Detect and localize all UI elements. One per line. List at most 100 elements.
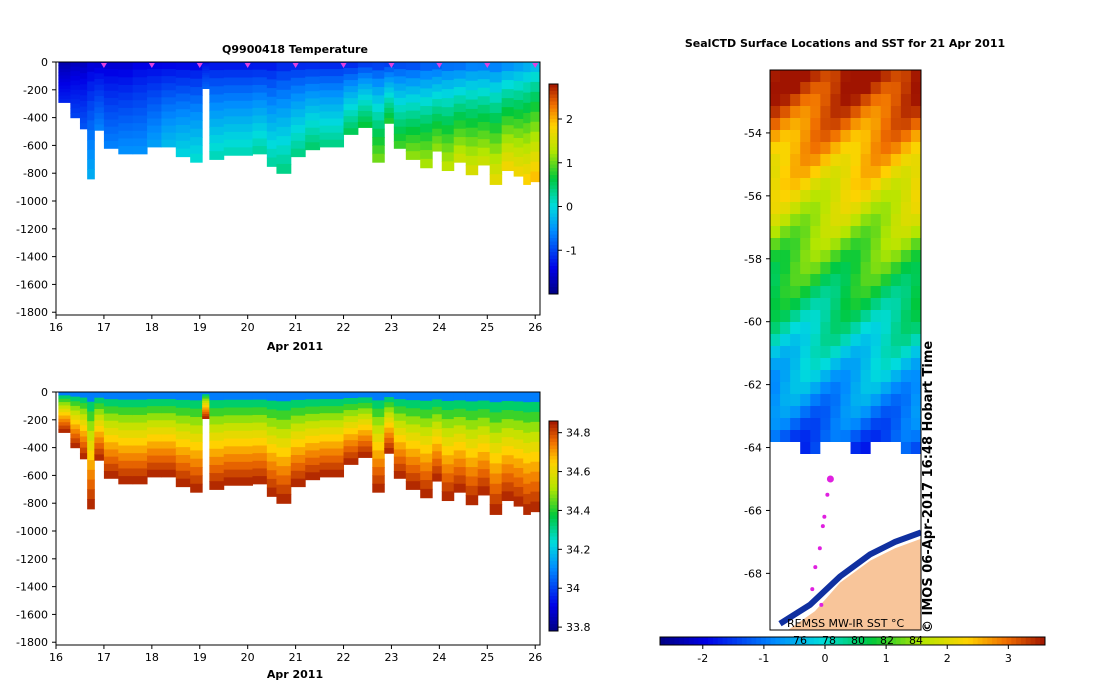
sst-cell [820, 298, 831, 311]
salinity-cell [384, 432, 395, 439]
ice-cell [790, 502, 801, 515]
sst-cell [890, 298, 902, 311]
sst-cell [910, 346, 921, 359]
ice-cell [850, 454, 862, 467]
colorbar-segment [549, 189, 558, 193]
salinity-cell [432, 399, 443, 408]
temperature-cell [290, 140, 306, 150]
ice-cell [800, 610, 811, 623]
salinity-cell [209, 473, 225, 482]
salinity-cell [132, 476, 148, 485]
temperature-cell [393, 112, 407, 121]
sst-cell [790, 106, 801, 119]
salinity-cell [147, 399, 162, 407]
temperature-cell [372, 95, 385, 105]
salinity-cell [223, 430, 253, 440]
salinity-cell [530, 441, 541, 453]
temperature-cell [477, 147, 491, 157]
salinity-cell [405, 432, 421, 442]
temperature-cell [58, 72, 71, 77]
ice-cell [800, 562, 811, 575]
sst-cell [790, 130, 801, 143]
sst-cell [800, 226, 811, 239]
sst-cell [880, 94, 892, 107]
salinity-cell [432, 429, 443, 438]
salinity-cell [132, 407, 148, 416]
temperature-cell [252, 107, 268, 117]
sst-cell [820, 310, 831, 323]
salinity-cell [79, 430, 88, 438]
salinity-cell [87, 489, 95, 500]
ice-cell [770, 562, 781, 575]
temperature-panel: Q9900418 Temperature 16 17 18 19 20 21 22 23 24 2… [16, 43, 577, 353]
ice-cell [870, 514, 882, 527]
salinity-cell [103, 427, 119, 436]
salinity-cell [319, 441, 345, 450]
colorbar-frame [548, 83, 559, 295]
temperature-cell [276, 108, 292, 119]
sst-cell [870, 70, 882, 83]
salinity-cell [384, 427, 395, 434]
ice-cell [770, 574, 781, 587]
temperature-cell [441, 80, 455, 90]
sst-cell [850, 94, 862, 107]
salinity-cell [94, 414, 105, 421]
salinity-cell [103, 399, 119, 407]
ice-cell [890, 478, 902, 491]
salinity-cell [513, 439, 524, 450]
colorbar-segment [549, 269, 558, 274]
ice-cell [770, 550, 781, 563]
salinity-cell [118, 460, 134, 470]
longitude-label: 76 [793, 634, 807, 647]
sst-cell [890, 118, 902, 131]
colorbar-segment [684, 637, 690, 645]
x-tick-label: 20 [241, 651, 255, 664]
temperature-cell [70, 103, 81, 109]
temperature-cell [489, 82, 503, 94]
colorbar-tick-label: 34.2 [566, 543, 591, 556]
sst-cell [890, 214, 902, 227]
salinity-cell [501, 482, 515, 492]
sst-cell [790, 82, 801, 95]
sst-cell [810, 130, 821, 143]
salinity-cell [501, 446, 515, 456]
colorbar-segment [789, 637, 796, 645]
temperature-cell [175, 77, 191, 87]
sst-cell [840, 118, 852, 131]
temperature-cell [372, 112, 385, 121]
ice-cell [900, 454, 912, 467]
sst-cell [780, 226, 791, 239]
sst-cell [780, 430, 791, 443]
temperature-cell [190, 62, 203, 71]
colorbar-segment [857, 637, 863, 645]
colorbar-segment [703, 637, 709, 645]
sst-cell [910, 178, 921, 191]
temperature-cell [147, 83, 162, 91]
salinity-cell [147, 441, 162, 450]
salinity-cell [453, 392, 467, 401]
temperature-cell [58, 62, 71, 66]
y-tick-label: -1000 [16, 525, 48, 538]
sst-cell [880, 214, 892, 227]
salinity-cell [266, 444, 277, 454]
salinity-cell [132, 453, 148, 462]
sst-cell [860, 358, 872, 371]
x-tick-label: 17 [97, 321, 111, 334]
sst-cell [850, 394, 862, 407]
ice-cell [800, 502, 811, 515]
ice-cell [790, 454, 801, 467]
salinity-cell [530, 491, 541, 503]
sst-cell [910, 130, 921, 143]
salinity-cell [58, 392, 71, 396]
salinity-cell [357, 441, 373, 448]
temperature-cell [319, 69, 345, 77]
salinity-cell [319, 420, 345, 428]
temperature-cell [290, 69, 306, 79]
temperature-cell [489, 163, 503, 175]
x-tick-label: 26 [528, 321, 542, 334]
colorbar-segment [549, 568, 558, 572]
salinity-cell [372, 442, 385, 451]
temperature-cell [305, 120, 321, 129]
antarctic-land [778, 529, 921, 630]
salinity-cell [87, 469, 95, 481]
